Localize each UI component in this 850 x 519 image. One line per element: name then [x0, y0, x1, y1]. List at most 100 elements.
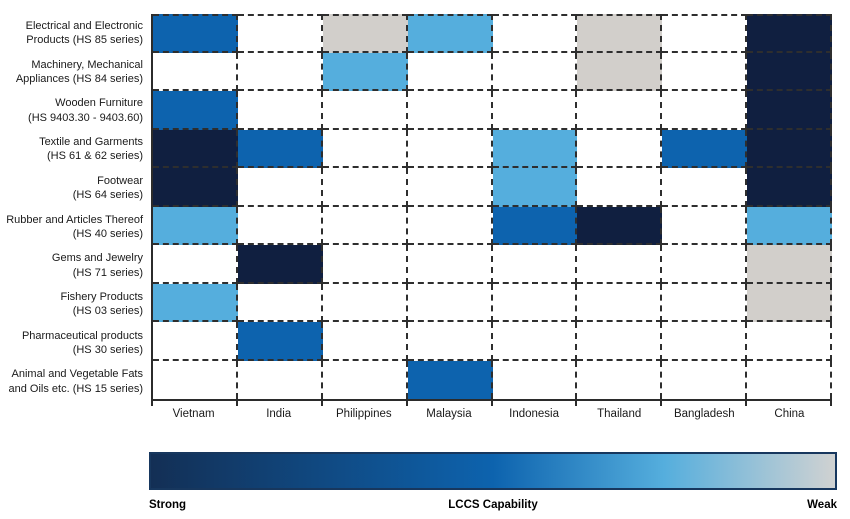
- heatmap-cell: [153, 91, 238, 130]
- heatmap-cell: [153, 168, 238, 207]
- heatmap-cell: [322, 206, 408, 245]
- heatmap-cell: [237, 91, 323, 130]
- column-label: Bangladesh: [673, 408, 735, 420]
- heatmap-cell: [577, 206, 663, 245]
- column-label: Philippines: [336, 408, 392, 420]
- heatmap-cell: [492, 322, 578, 361]
- legend-title: LCCS Capability: [448, 499, 538, 511]
- axis-tick: [406, 401, 408, 406]
- heatmap-cell: [662, 168, 748, 207]
- legend-labels: Strong LCCS Capability Weak: [149, 497, 837, 513]
- row-label: Wooden Furniture (HS 9403.30 - 9403.60): [28, 97, 143, 124]
- heatmap-cell: [322, 91, 408, 130]
- heatmap-cell: [492, 14, 578, 53]
- heatmap-cell: [662, 245, 748, 284]
- heatmap-cell: [153, 129, 238, 168]
- heatmap-cell: [153, 206, 238, 245]
- heatmap-cell: [662, 283, 748, 322]
- heatmap-cell: [153, 360, 238, 399]
- heatmap-cell: [322, 52, 408, 91]
- heatmap-cell: [492, 283, 578, 322]
- heatmap-cell: [153, 322, 238, 361]
- heatmap-cell: [662, 360, 748, 399]
- heatmap-cell: [237, 14, 323, 53]
- heatmap-cell: [577, 322, 663, 361]
- heatmap-cell: [662, 206, 748, 245]
- heatmap-cell: [322, 360, 408, 399]
- heatmap-cell: [407, 14, 493, 53]
- heatmap-cell: [237, 245, 323, 284]
- heatmap-cell: [322, 129, 408, 168]
- heatmap-cell: [577, 245, 663, 284]
- heatmap-cell: [747, 91, 832, 130]
- heatmap-cell: [747, 206, 832, 245]
- heatmap-cell: [577, 14, 663, 53]
- row-label: Pharmaceutical products (HS 30 series): [21, 329, 143, 356]
- row-label: Footwear (HS 64 series): [72, 174, 143, 202]
- heatmap-cell: [407, 91, 493, 130]
- heatmap-cell: [322, 245, 408, 284]
- heatmap-cell: [153, 245, 238, 284]
- heatmap-cell: [492, 206, 578, 245]
- heatmap-cell: [407, 168, 493, 207]
- heatmap-cell: [153, 52, 238, 91]
- heatmap-cell: [747, 168, 832, 207]
- x-axis-labels: Vietnam India Philippines Malaysia Indonesia…: [151, 408, 832, 426]
- heatmap-cell: [492, 168, 578, 207]
- heatmap-cell: [747, 360, 832, 399]
- heatmap-cell: [577, 52, 663, 91]
- heatmap-cell: [237, 283, 323, 322]
- heatmap-cell: [407, 245, 493, 284]
- heatmap-cell: [662, 14, 748, 53]
- column-label: Malaysia: [426, 408, 472, 420]
- column-label: India: [266, 408, 292, 420]
- heatmap-cell: [747, 129, 832, 168]
- heatmap-cell: [747, 52, 832, 91]
- row-label: Fishery Products (HS 03 series): [60, 290, 143, 318]
- heatmap-cell: [407, 129, 493, 168]
- heatmap-cell: [747, 245, 832, 284]
- row-label: Gems and Jewelry (HS 71 series): [51, 252, 143, 279]
- axis-tick: [151, 401, 153, 406]
- column-label: Indonesia: [509, 408, 559, 420]
- legend-gradient-bar: [149, 452, 837, 490]
- heatmap-cell: [747, 14, 832, 53]
- heatmap-cell: [322, 14, 408, 53]
- heatmap-cell: [577, 360, 663, 399]
- heatmap-cell: [662, 322, 748, 361]
- heatmap-cell: [577, 129, 663, 168]
- heatmap-cell: [577, 91, 663, 130]
- heatmap-cell: [492, 360, 578, 399]
- heatmap-cell: [237, 168, 323, 207]
- heatmap-cell: [322, 322, 408, 361]
- axis-tick: [575, 401, 577, 406]
- heatmap-cell: [153, 283, 238, 322]
- column-label: China: [774, 408, 805, 420]
- axis-tick: [321, 401, 323, 406]
- heatmap-cell: [407, 52, 493, 91]
- column-label: Vietnam: [172, 408, 215, 420]
- axis-tick: [660, 401, 662, 406]
- heatmap-cell: [747, 283, 832, 322]
- heatmap-cell: [237, 206, 323, 245]
- heatmap-cell: [237, 52, 323, 91]
- heatmap-cell: [153, 14, 238, 53]
- row-label: Animal and Vegetable Fats and Oils etc. …: [8, 368, 144, 395]
- heatmap-cell: [407, 360, 493, 399]
- heatmap-cell: [407, 322, 493, 361]
- heatmap-cell: [237, 322, 323, 361]
- heatmap-cell: [492, 52, 578, 91]
- heatmap-cell: [237, 129, 323, 168]
- y-axis-labels: Electrical and Electronic Products (HS 8…: [0, 14, 147, 401]
- heatmap-cell: [577, 168, 663, 207]
- heatmap-cell: [322, 283, 408, 322]
- axis-tick: [745, 401, 747, 406]
- heatmap-cell: [322, 168, 408, 207]
- heatmap-cell: [492, 91, 578, 130]
- heatmap-plot-area: [151, 14, 832, 401]
- row-label: Electrical and Electronic Products (HS 8…: [25, 20, 143, 47]
- column-label: Thailand: [597, 408, 642, 420]
- heatmap-cell: [407, 206, 493, 245]
- legend-weak-label: Weak: [807, 499, 837, 511]
- axis-tick: [236, 401, 238, 406]
